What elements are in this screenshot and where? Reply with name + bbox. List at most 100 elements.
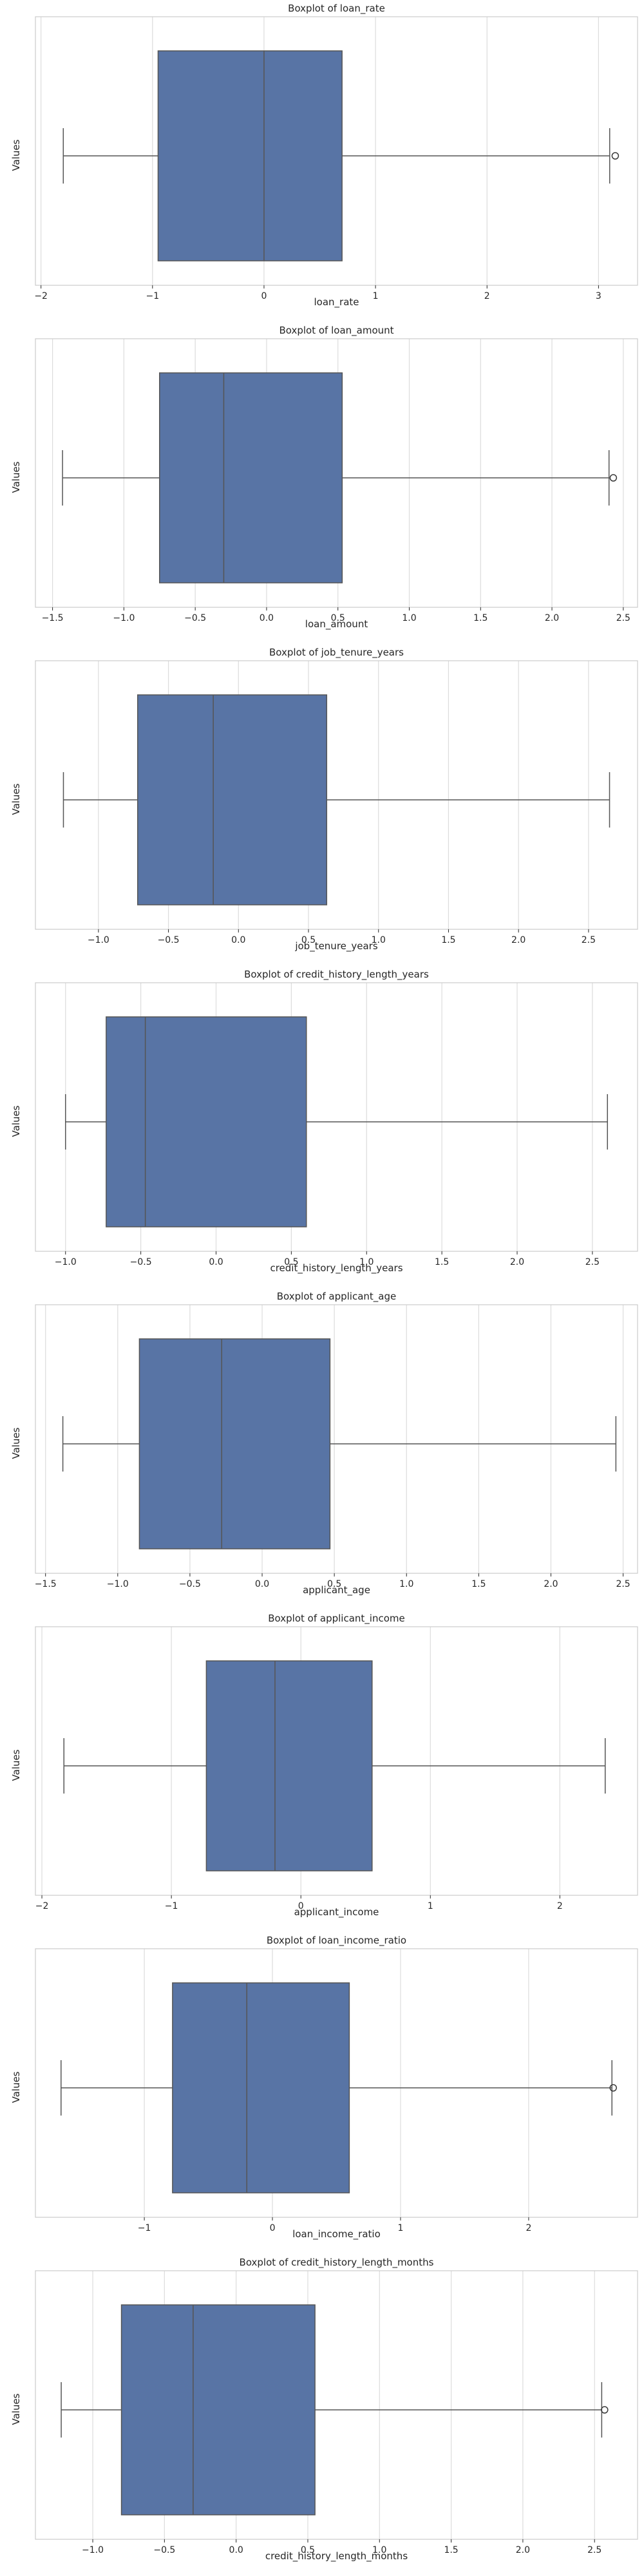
- x-axis-label: loan_income_ratio: [292, 2228, 381, 2240]
- x-tick-label: 2: [526, 2223, 531, 2233]
- y-axis-label: Values: [10, 461, 22, 493]
- x-tick-label: 2: [484, 291, 490, 301]
- chart-title: Boxplot of job_tenure_years: [269, 647, 404, 658]
- x-tick-label: 2.0: [545, 613, 559, 623]
- chart-title: Boxplot of loan_rate: [288, 3, 385, 14]
- axes-frame: [35, 338, 638, 608]
- x-tick-label: 0: [261, 291, 267, 301]
- x-tick-label: 0.5: [331, 613, 345, 623]
- x-tick-label: 1.0: [359, 1257, 374, 1267]
- iqr-box: [159, 372, 343, 583]
- chart-title: Boxplot of credit_history_length_months: [239, 2257, 434, 2268]
- x-tick-label: 0.5: [284, 1257, 298, 1267]
- boxplot-panel: Boxplot of loan_income_ratio −1 0 1 2 Value…: [0, 1932, 644, 2254]
- chart-title: Boxplot of applicant_age: [276, 1291, 397, 1302]
- y-axis-label: Values: [10, 1105, 22, 1137]
- y-axis-label: Values: [10, 783, 22, 815]
- outlier-point: [611, 152, 620, 160]
- x-tick-label: −0.5: [153, 2545, 175, 2555]
- iqr-box: [137, 694, 328, 905]
- x-tick-label: 0.0: [231, 935, 245, 945]
- x-tick-label: 2.5: [587, 2545, 601, 2555]
- y-axis-label: Values: [10, 1427, 22, 1459]
- x-tick-label: 1: [428, 1901, 433, 1911]
- x-tick-label: −1.0: [113, 613, 135, 623]
- x-tick-label: 0: [298, 1901, 304, 1911]
- x-axis-label: credit_history_length_months: [265, 2550, 408, 2562]
- x-tick-label: 0: [270, 2223, 276, 2233]
- chart-title: Boxplot of loan_income_ratio: [266, 1935, 407, 1946]
- outlier-point: [609, 2084, 617, 2092]
- x-tick-label: 1.5: [473, 613, 488, 623]
- x-tick-label: −1.0: [55, 1257, 77, 1267]
- iqr-box: [172, 1982, 350, 2193]
- x-tick-label: −1.0: [88, 935, 109, 945]
- iqr-box: [106, 1016, 307, 1227]
- x-tick-label: 2.0: [510, 1257, 524, 1267]
- boxplot-panel: Boxplot of credit_history_length_months …: [0, 2254, 644, 2576]
- x-axis-label: applicant_income: [294, 1906, 379, 1918]
- x-tick-label: −0.5: [179, 1579, 201, 1589]
- y-axis-label: Values: [10, 2393, 22, 2425]
- x-tick-label: 0.5: [327, 1579, 341, 1589]
- axes-frame: [35, 2270, 638, 2540]
- x-tick-label: −2: [34, 291, 48, 301]
- boxplot-panel: Boxplot of job_tenure_years −1.0 −0.5 0.0 0…: [0, 644, 644, 966]
- iqr-box: [157, 50, 343, 261]
- x-tick-label: 1.5: [444, 2545, 458, 2555]
- x-axis-label: credit_history_length_years: [270, 1262, 403, 1274]
- iqr-box: [138, 1338, 331, 1549]
- x-tick-label: 0.0: [260, 613, 274, 623]
- x-tick-label: −1: [138, 2223, 151, 2233]
- x-tick-label: −0.5: [158, 935, 180, 945]
- iqr-box: [205, 1660, 373, 1871]
- x-tick-label: −0.5: [130, 1257, 152, 1267]
- x-tick-label: 1.5: [471, 1579, 486, 1589]
- x-tick-label: −1.5: [35, 1579, 57, 1589]
- x-axis-label: loan_rate: [314, 296, 359, 308]
- axes-frame: [35, 16, 638, 286]
- axes-frame: [35, 1304, 638, 1574]
- chart-svg: −2 −1 0 1 2 3: [34, 16, 638, 301]
- chart-title: Boxplot of loan_amount: [279, 325, 394, 336]
- axes-frame: [35, 660, 638, 930]
- axes-frame: [35, 1948, 638, 2218]
- x-tick-label: 1.0: [372, 935, 386, 945]
- chart-svg: −1.5 −1.0 −0.5 0.0 0.5 1.0 1.5 2.0 2.5: [35, 338, 638, 623]
- x-axis-label: applicant_age: [303, 1584, 370, 1596]
- x-tick-label: 2: [557, 1901, 563, 1911]
- x-tick-label: 3: [596, 291, 601, 301]
- x-tick-label: −1.0: [82, 2545, 104, 2555]
- chart-svg: −2 −1 0 1 2: [35, 1626, 638, 1911]
- x-tick-label: 1.5: [435, 1257, 449, 1267]
- y-axis-label: Values: [10, 1749, 22, 1781]
- chart-svg: −1.5 −1.0 −0.5 0.0 0.5 1.0 1.5 2.0 2.5: [35, 1304, 638, 1589]
- x-tick-label: 2.5: [585, 1257, 600, 1267]
- chart-svg: −1 0 1 2: [35, 1948, 638, 2233]
- axes-frame: [35, 982, 638, 1252]
- boxplot-panel: Boxplot of loan_amount −1.5 −1.0 −0.5 0.0 0.…: [0, 322, 644, 644]
- chart-svg: −1.0 −0.5 0.0 0.5 1.0 1.5 2.0 2.5: [35, 660, 638, 945]
- iqr-box: [120, 2304, 316, 2515]
- x-tick-label: 0.0: [229, 2545, 243, 2555]
- x-tick-label: 2.5: [616, 613, 630, 623]
- outlier-point: [601, 2406, 609, 2414]
- x-tick-label: 0.0: [209, 1257, 223, 1267]
- x-tick-label: 2.0: [544, 1579, 558, 1589]
- boxplot-panel: Boxplot of loan_rate −2 −1 0 1 2 3 Values loa…: [0, 0, 644, 322]
- boxplot-panel: Boxplot of applicant_age −1.5 −1.0 −0.5 0.0…: [0, 1288, 644, 1610]
- x-tick-label: −2: [35, 1901, 49, 1911]
- x-tick-label: 0.5: [301, 935, 316, 945]
- x-tick-label: 2.0: [516, 2545, 530, 2555]
- x-tick-label: 1.0: [402, 613, 416, 623]
- y-axis-label: Values: [10, 2071, 22, 2103]
- x-tick-label: 1.5: [441, 935, 455, 945]
- boxplot-panel: Boxplot of applicant_income −2 −1 0 1 2 Valu…: [0, 1610, 644, 1932]
- axes-frame: [35, 1626, 638, 1896]
- x-tick-label: −0.5: [184, 613, 206, 623]
- outlier-point: [609, 474, 618, 482]
- x-tick-label: −1.0: [107, 1579, 129, 1589]
- chart-title: Boxplot of applicant_income: [268, 1613, 405, 1624]
- y-axis-label: Values: [10, 139, 22, 171]
- x-tick-label: 1.0: [372, 2545, 386, 2555]
